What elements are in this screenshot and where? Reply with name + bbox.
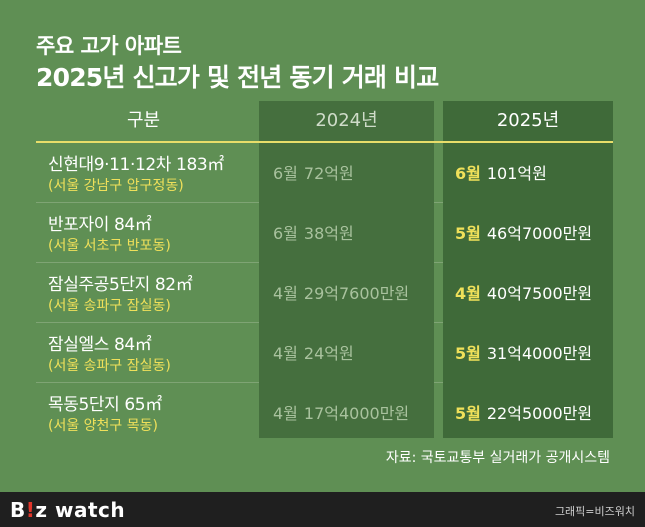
price-2024: 4월 29억7600만원	[273, 280, 409, 304]
month-2025: 5월	[455, 344, 481, 363]
graphic-credit: 그래픽=비즈워치	[554, 505, 635, 518]
price-2024: 6월 72억원	[273, 160, 354, 184]
price-2025: 5월 22억5000만원	[455, 400, 592, 424]
price-2025-value: 22억5000만원	[486, 404, 593, 423]
price-2024-value: 38억원	[303, 224, 354, 243]
header-2025: 2025년	[496, 110, 560, 131]
row-divider	[434, 262, 443, 263]
month-2025: 4월	[455, 284, 481, 303]
apartment-location: (서울 강남구 압구정동)	[48, 178, 184, 194]
price-2025-value: 31억4000만원	[486, 344, 593, 363]
price-2024-value: 29억7600만원	[303, 284, 410, 303]
apartment-location: (서울 서초구 반포동)	[48, 238, 171, 254]
source-note: 자료: 국토교통부 실거래가 공개시스템	[385, 450, 610, 466]
month-2025: 5월	[455, 224, 481, 243]
month-2024: 4월	[273, 404, 298, 423]
price-2025: 5월 46억7000만원	[455, 220, 592, 244]
price-2025-value: 101억원	[486, 164, 547, 183]
apartment-name: 반포자이 84㎡	[48, 215, 152, 235]
title-line-2: 2025년 신고가 및 전년 동기 거래 비교	[36, 63, 439, 92]
row-divider	[434, 322, 443, 323]
month-2024: 4월	[273, 284, 298, 303]
table-row: 잠실주공5단지 82㎡ (서울 송파구 잠실동) 4월 29억7600만원 4월 4…	[36, 263, 613, 322]
price-2025: 5월 31억4000만원	[455, 340, 592, 364]
row-divider	[36, 262, 259, 263]
logo-letter: B	[10, 498, 26, 522]
table-row: 반포자이 84㎡ (서울 서초구 반포동) 6월 38억원 5월 46억7000만원	[36, 203, 613, 262]
apartment-location: (서울 송파구 잠실동)	[48, 358, 171, 374]
row-divider	[434, 202, 443, 203]
row-divider	[434, 382, 443, 383]
price-2025: 6월 101억원	[455, 160, 547, 184]
column-2025-background	[443, 101, 613, 438]
footer-bar: B!z watch 그래픽=비즈워치	[0, 492, 645, 527]
month-2025: 6월	[455, 164, 481, 183]
logo-exclamation: !	[25, 498, 36, 522]
table-row: 잠실엘스 84㎡ (서울 송파구 잠실동) 4월 24억원 5월 31억4000만원	[36, 323, 613, 382]
month-2024: 6월	[273, 224, 298, 243]
header-divider	[36, 141, 613, 143]
month-2024: 4월	[273, 344, 298, 363]
month-2024: 6월	[273, 164, 298, 183]
price-2025-value: 40억7500만원	[486, 284, 593, 303]
row-divider	[36, 322, 259, 323]
apartment-name: 잠실주공5단지 82㎡	[48, 275, 193, 295]
apartment-location: (서울 양천구 목동)	[48, 418, 158, 434]
title-line-1: 주요 고가 아파트	[36, 34, 182, 58]
header-division: 구분	[126, 110, 161, 131]
row-divider	[36, 382, 259, 383]
month-2025: 5월	[455, 404, 481, 423]
bizwatch-logo: B!z watch	[10, 498, 125, 522]
price-2024-value: 17억4000만원	[303, 404, 410, 423]
header-2024: 2024년	[315, 110, 378, 131]
price-2024-value: 24억원	[303, 344, 354, 363]
price-2024: 4월 24억원	[273, 340, 354, 364]
logo-text: z watch	[35, 498, 126, 522]
table-row: 목동5단지 65㎡ (서울 양천구 목동) 4월 17억4000만원 5월 22억5…	[36, 383, 613, 442]
price-2025: 4월 40억7500만원	[455, 280, 592, 304]
apartment-name: 목동5단지 65㎡	[48, 395, 162, 415]
price-2025-value: 46억7000만원	[486, 224, 593, 243]
apartment-name: 신현대9·11·12차 183㎡	[48, 155, 224, 175]
row-divider	[36, 202, 259, 203]
table-row: 신현대9·11·12차 183㎡ (서울 강남구 압구정동) 6월 72억원 6월…	[36, 143, 613, 202]
price-2024: 4월 17억4000만원	[273, 400, 409, 424]
column-2024-background	[259, 101, 434, 438]
price-2024-value: 72억원	[303, 164, 354, 183]
price-2024: 6월 38억원	[273, 220, 354, 244]
apartment-name: 잠실엘스 84㎡	[48, 335, 152, 355]
apartment-location: (서울 송파구 잠실동)	[48, 298, 171, 314]
